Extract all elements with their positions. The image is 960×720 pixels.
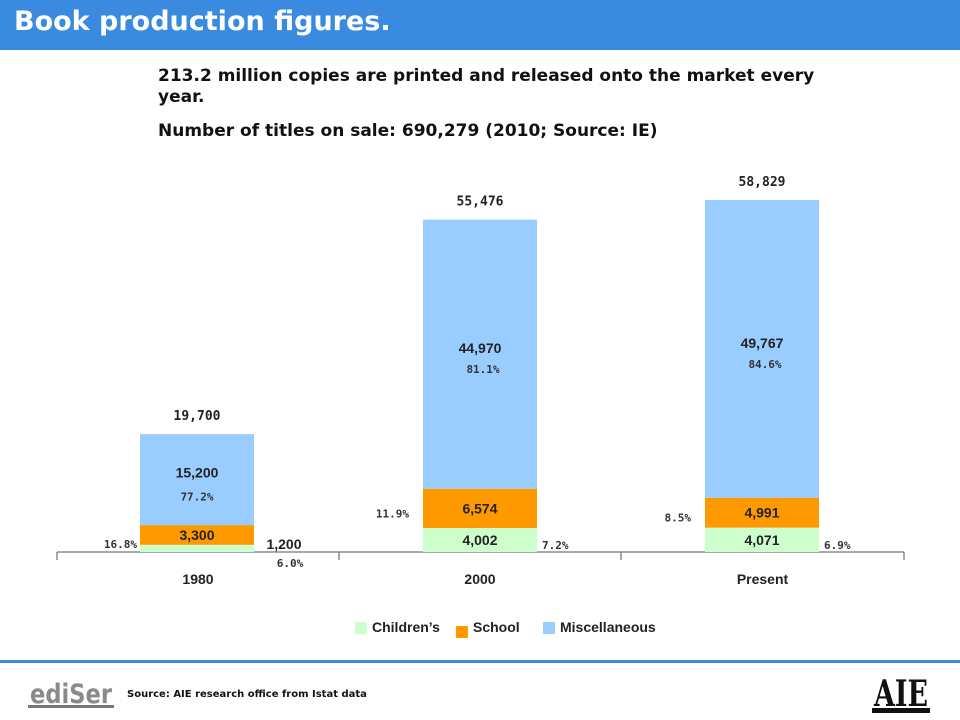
value-label-1980-misc: 15,200 xyxy=(176,465,219,481)
title-bar: Book production figures. xyxy=(0,0,960,50)
legend-swatch-school xyxy=(456,626,468,638)
share-label-present-childrens: 6.9% xyxy=(824,539,851,552)
svg-text:ediSer: ediSer xyxy=(30,679,113,710)
bar-present-misc xyxy=(705,200,819,498)
bar-present-childrens xyxy=(705,527,819,552)
value-label-2000-childrens: 4,002 xyxy=(462,532,497,548)
share-label-1980-childrens: 6.0% xyxy=(277,557,304,570)
value-label-2000-misc: 44,970 xyxy=(459,340,502,356)
bar-2000-school xyxy=(423,488,537,529)
share-label-2000-childrens: 7.2% xyxy=(542,539,569,552)
titles-statement: Number of titles on sale: 690,279 (2010;… xyxy=(158,121,658,141)
legend-label-school: School xyxy=(473,619,520,635)
bar-2000-misc xyxy=(423,219,537,489)
share-label-2000-school: 11.9% xyxy=(376,507,409,520)
bar-1980-school xyxy=(140,525,254,545)
legend-label-misc: Miscellaneous xyxy=(560,619,656,635)
bar-2000-childrens xyxy=(423,528,537,552)
legend-swatch-misc xyxy=(543,622,555,634)
x-tick-label-2000: 2000 xyxy=(464,571,495,587)
share-label-present-misc: 84.6% xyxy=(748,358,781,371)
copies-statement: 213.2 million copies are printed and rel… xyxy=(158,66,815,107)
page-title: Book production figures. xyxy=(14,6,391,37)
share-label-1980-school: 16.8% xyxy=(104,538,137,551)
value-label-present-school: 4,991 xyxy=(744,505,779,521)
bar-1980-childrens xyxy=(140,544,254,552)
legend-swatch-childrens xyxy=(355,622,367,634)
ediser-logo: ediSer xyxy=(28,679,114,710)
share-label-2000-misc: 81.1% xyxy=(466,363,499,376)
total-label-1980: 19,700 xyxy=(174,409,221,424)
stacked-bar-chart: 1980 2000 Present 19,700 55,476 58,829 15,200 7… xyxy=(56,175,905,587)
footer-divider xyxy=(0,660,960,663)
x-tick-label-present: Present xyxy=(737,571,789,587)
share-label-present-school: 8.5% xyxy=(665,512,692,525)
aie-logo: AIE xyxy=(872,673,930,715)
value-label-present-misc: 49,767 xyxy=(741,335,784,351)
total-label-2000: 55,476 xyxy=(457,195,504,210)
legend-label-childrens: Children’s xyxy=(372,619,440,635)
bar-present-school xyxy=(705,497,819,528)
source-note: Source: AIE research office from Istat d… xyxy=(127,689,367,700)
svg-text:AIE: AIE xyxy=(873,673,928,715)
x-tick-label-1980: 1980 xyxy=(182,571,213,587)
value-label-2000-school: 6,574 xyxy=(462,500,497,516)
share-label-1980-misc: 77.2% xyxy=(180,491,213,504)
value-label-present-childrens: 4,071 xyxy=(744,532,779,548)
value-label-1980-school: 3,300 xyxy=(179,527,214,543)
value-label-1980-childrens: 1,200 xyxy=(266,536,301,552)
bar-1980-misc xyxy=(140,434,254,526)
total-label-present: 58,829 xyxy=(739,175,786,190)
